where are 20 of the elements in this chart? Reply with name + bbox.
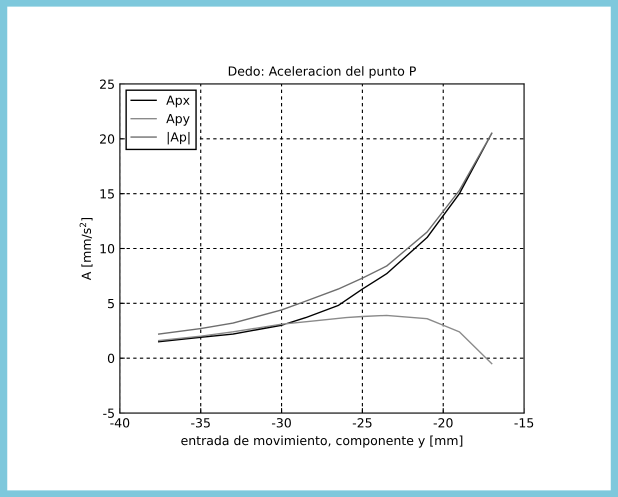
x-tick-label: -35 — [191, 418, 210, 428]
y-tick-label: 25 — [100, 79, 114, 89]
y-tick-label: 5 — [108, 298, 114, 308]
line-series — [158, 314, 492, 364]
chart-title: Dedo: Aceleracion del punto P — [228, 66, 416, 78]
x-tick-label: -25 — [352, 418, 372, 428]
y-tick-label: -5 — [103, 408, 114, 418]
x-tick-label: -15 — [514, 418, 534, 428]
legend-label: Apy — [166, 114, 190, 126]
x-tick-label: -30 — [272, 418, 291, 428]
y-tick-label: 15 — [100, 189, 114, 199]
x-axis-title: entrada de movimiento, componente y [mm] — [181, 436, 462, 448]
x-tick-label: -20 — [434, 418, 453, 428]
x-tick-label: -40 — [110, 418, 130, 428]
y-axis-title: A [mm/s$^{2}$] — [80, 218, 93, 280]
legend-label: Apx — [166, 96, 190, 108]
legend-label: |Ap| — [168, 132, 190, 144]
y-tick-label: 20 — [100, 134, 114, 144]
y-tick-label: 10 — [100, 244, 114, 254]
y-tick-label: 0 — [108, 354, 114, 364]
